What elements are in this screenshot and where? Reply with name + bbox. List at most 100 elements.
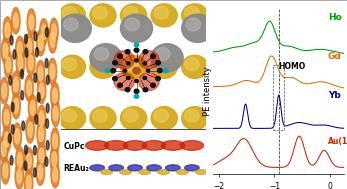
Text: Gd: Gd xyxy=(328,53,342,61)
Circle shape xyxy=(114,51,134,69)
Circle shape xyxy=(16,147,24,174)
Circle shape xyxy=(124,58,138,71)
Circle shape xyxy=(52,152,57,167)
Circle shape xyxy=(2,104,11,131)
Circle shape xyxy=(14,98,18,113)
Circle shape xyxy=(53,106,58,121)
Circle shape xyxy=(104,141,128,150)
Circle shape xyxy=(26,175,31,189)
Circle shape xyxy=(125,18,139,31)
Y-axis label: PE intensity: PE intensity xyxy=(203,66,212,115)
Circle shape xyxy=(120,14,153,42)
Circle shape xyxy=(36,159,45,185)
Circle shape xyxy=(134,94,139,98)
Circle shape xyxy=(6,57,11,72)
Circle shape xyxy=(62,109,77,122)
Circle shape xyxy=(3,163,8,178)
Circle shape xyxy=(182,107,208,130)
Circle shape xyxy=(45,58,48,68)
Circle shape xyxy=(28,94,37,121)
Circle shape xyxy=(182,14,214,42)
Circle shape xyxy=(35,47,39,57)
Circle shape xyxy=(146,69,150,72)
Text: Yb: Yb xyxy=(328,91,341,100)
Circle shape xyxy=(12,71,20,98)
Circle shape xyxy=(24,34,27,44)
Circle shape xyxy=(156,77,160,81)
Circle shape xyxy=(39,126,43,142)
Circle shape xyxy=(26,153,31,168)
Circle shape xyxy=(4,110,9,125)
Circle shape xyxy=(185,165,199,171)
Circle shape xyxy=(154,58,169,71)
Circle shape xyxy=(185,6,199,19)
Circle shape xyxy=(28,55,33,70)
Circle shape xyxy=(185,109,199,122)
Circle shape xyxy=(93,109,107,122)
Circle shape xyxy=(45,28,48,37)
Circle shape xyxy=(139,73,159,91)
Circle shape xyxy=(4,132,9,147)
Circle shape xyxy=(85,141,109,150)
Circle shape xyxy=(24,145,27,155)
Text: Ho: Ho xyxy=(328,12,342,22)
Circle shape xyxy=(53,167,58,182)
Circle shape xyxy=(48,58,57,85)
Circle shape xyxy=(51,82,59,109)
Circle shape xyxy=(59,14,91,42)
Circle shape xyxy=(39,83,44,98)
Circle shape xyxy=(10,156,13,165)
Circle shape xyxy=(10,36,13,45)
Circle shape xyxy=(135,59,138,62)
Circle shape xyxy=(1,158,10,184)
Circle shape xyxy=(59,55,85,78)
Circle shape xyxy=(59,4,85,27)
Circle shape xyxy=(11,8,20,34)
Circle shape xyxy=(62,58,77,71)
Circle shape xyxy=(0,77,8,104)
Circle shape xyxy=(90,44,122,72)
Circle shape xyxy=(24,161,27,170)
Bar xyxy=(273,65,284,130)
Circle shape xyxy=(45,119,49,128)
Circle shape xyxy=(37,77,46,104)
Circle shape xyxy=(133,67,140,74)
Circle shape xyxy=(158,69,162,73)
Circle shape xyxy=(27,9,36,35)
Circle shape xyxy=(113,61,117,65)
Circle shape xyxy=(16,36,24,63)
Circle shape xyxy=(53,133,58,149)
Circle shape xyxy=(151,4,177,27)
Circle shape xyxy=(20,69,24,79)
Circle shape xyxy=(51,161,59,188)
Circle shape xyxy=(8,134,11,143)
Circle shape xyxy=(41,24,46,40)
Circle shape xyxy=(46,103,49,113)
Circle shape xyxy=(15,129,20,144)
Circle shape xyxy=(13,123,22,149)
Circle shape xyxy=(39,111,44,126)
Circle shape xyxy=(15,163,24,189)
Circle shape xyxy=(25,147,33,174)
Circle shape xyxy=(120,55,147,78)
Text: HOMO: HOMO xyxy=(278,62,305,71)
Circle shape xyxy=(139,51,159,69)
Circle shape xyxy=(50,18,58,45)
Circle shape xyxy=(46,140,49,150)
Circle shape xyxy=(125,88,130,92)
Circle shape xyxy=(111,69,116,73)
Circle shape xyxy=(93,6,107,19)
Circle shape xyxy=(17,42,22,57)
Circle shape xyxy=(143,50,148,54)
Circle shape xyxy=(3,17,12,43)
Circle shape xyxy=(127,62,130,65)
Circle shape xyxy=(124,141,147,150)
Circle shape xyxy=(143,76,146,80)
Circle shape xyxy=(37,142,46,169)
Circle shape xyxy=(30,100,35,115)
Circle shape xyxy=(36,60,45,87)
Circle shape xyxy=(62,6,77,19)
Circle shape xyxy=(50,32,55,47)
Circle shape xyxy=(33,146,36,155)
Text: REAu₂: REAu₂ xyxy=(64,164,90,173)
